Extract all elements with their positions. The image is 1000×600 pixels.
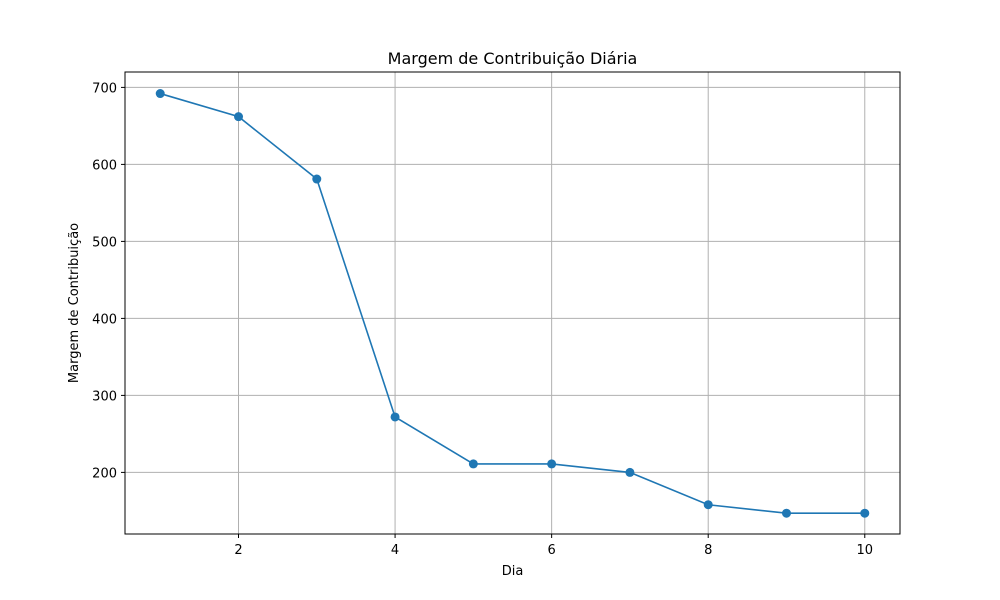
- data-point: [547, 459, 557, 469]
- chart-title: Margem de Contribuição Diária: [388, 49, 638, 68]
- y-tick-label: 500: [92, 235, 117, 250]
- axis-ticks: 2 4 6 8 10 200 300 400 500 600 700: [92, 81, 873, 558]
- data-point: [703, 500, 713, 510]
- series-line: [160, 92, 865, 515]
- x-tick-label: 6: [548, 543, 556, 558]
- plot-frame: [124, 71, 901, 535]
- data-point: [155, 89, 165, 99]
- data-point: [781, 508, 791, 518]
- y-tick-label: 400: [92, 312, 117, 327]
- data-point: [625, 467, 635, 477]
- grid-lines: [125, 72, 900, 534]
- x-tick-label: 10: [856, 543, 873, 558]
- data-point: [390, 412, 400, 422]
- data-point: [468, 459, 478, 469]
- data-point: [312, 174, 322, 184]
- data-point: [860, 508, 870, 518]
- x-tick-label: 2: [234, 543, 242, 558]
- series-layer: [155, 89, 870, 518]
- x-tick-label: 4: [391, 543, 399, 558]
- y-tick-label: 700: [92, 81, 117, 96]
- y-tick-label: 300: [92, 389, 117, 404]
- y-tick-label: 200: [92, 466, 117, 481]
- y-axis-label: Margem de Contribuição: [67, 223, 82, 383]
- x-tick-label: 8: [704, 543, 712, 558]
- data-point: [234, 112, 244, 122]
- x-axis-label: Dia: [502, 564, 524, 579]
- y-tick-label: 600: [92, 158, 117, 173]
